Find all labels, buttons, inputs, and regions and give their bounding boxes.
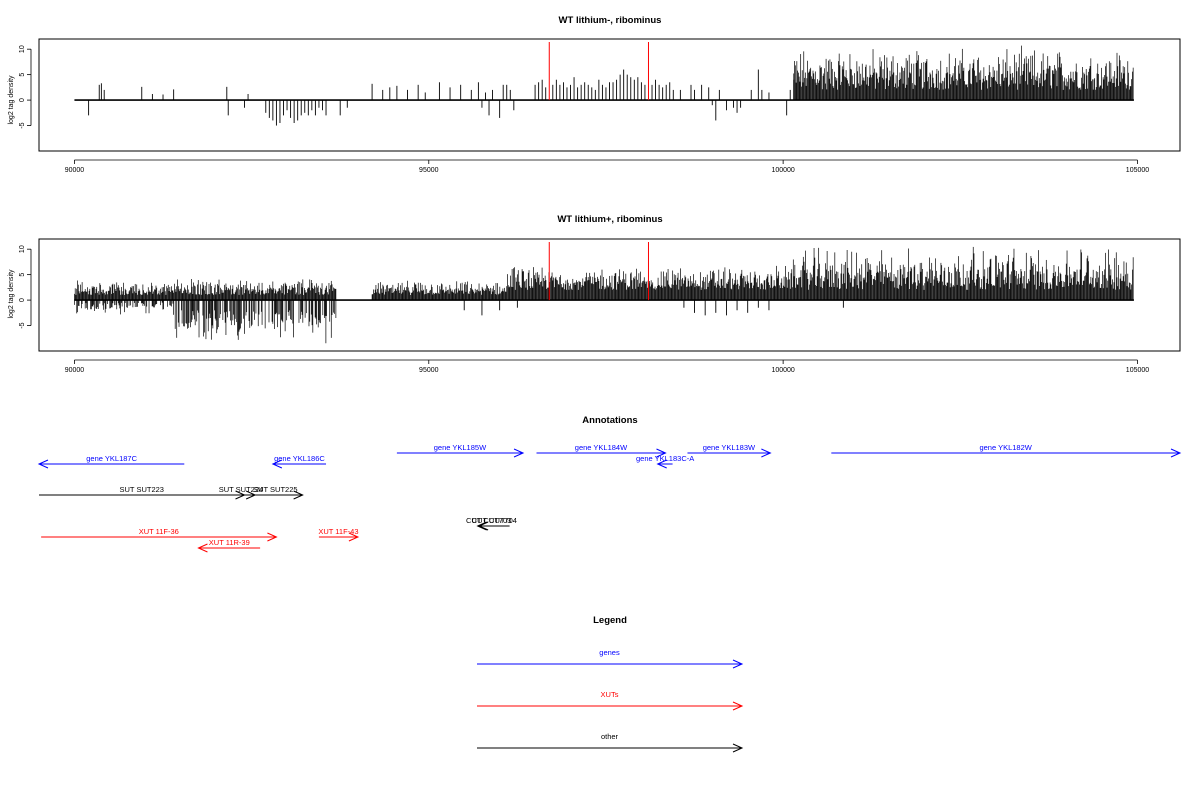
arrow-head — [477, 521, 489, 531]
arrow-head — [656, 459, 667, 469]
annotation-feature: gene YKL182W — [831, 443, 1182, 458]
annotation-feature: gene YKL183C-A — [636, 454, 694, 469]
annotation-feature: SUT SUT223 — [39, 485, 246, 500]
arrow-head — [267, 532, 278, 542]
x-tick-label: 105000 — [1126, 367, 1149, 374]
x-tick-label: 95000 — [419, 167, 439, 174]
feature-label: gene YKL183W — [703, 443, 756, 452]
x-tick-label: 100000 — [771, 167, 794, 174]
legend-label: genes — [599, 648, 620, 657]
feature-label: gene YKL183C-A — [636, 454, 694, 463]
arrow-head — [293, 490, 304, 500]
annotation-feature: gene YKL186C — [271, 454, 327, 469]
feature-label: gene YKL187C — [86, 454, 137, 463]
y-tick-label: 10 — [19, 245, 26, 253]
legend-item: XUTs — [477, 690, 744, 711]
feature-label: XUT 11F-36 — [139, 527, 179, 536]
feature-label: XUT 11F-43 — [318, 527, 358, 536]
y-tick-label: 0 — [19, 98, 26, 102]
legend-items: genes XUTs other — [477, 648, 744, 753]
track-panel-lithium-minus: WT lithium-, ribominus log2 tag density … — [8, 15, 1181, 174]
track-panel-lithium-plus: WT lithium+, ribominus log2 tag density … — [8, 214, 1181, 374]
legend-item: genes — [477, 648, 744, 669]
y-tick-label: 5 — [19, 73, 26, 77]
annotation-feature: SUT SUT225 — [248, 485, 304, 500]
annotations-panel: Annotations gene YKL187C gene YKL186Cgene… — [37, 415, 1182, 553]
feature-label: SUT SUT223 — [120, 485, 164, 494]
track-bars — [74, 242, 1134, 344]
feature-label: CUT CUT704 — [472, 516, 517, 525]
y-tick-label: -5 — [19, 122, 26, 128]
legend-title: Legend — [593, 615, 627, 626]
y-axis-label: log2 tag density — [8, 269, 15, 319]
arrow-head — [348, 532, 360, 542]
y-tick-label: 0 — [19, 298, 26, 302]
y-tick-label: -5 — [19, 322, 26, 328]
feature-label: gene YKL184W — [575, 443, 628, 452]
annotation-feature: XUT 11F-43 — [318, 527, 360, 542]
feature-label: CUT CUT703 — [466, 516, 511, 525]
legend-item: other — [477, 732, 744, 753]
annotation-feature: XUT 11R-39 — [197, 538, 261, 553]
legend-label: other — [601, 732, 619, 741]
track-title: WT lithium-, ribominus — [559, 15, 662, 26]
arrow-head — [197, 543, 208, 553]
annotation-feature: gene YKL187C — [37, 454, 185, 469]
annotation-feature: XUT 11F-36 — [41, 527, 278, 542]
y-tick-label: 10 — [19, 45, 26, 53]
arrow-head — [513, 448, 525, 458]
arrow-head — [656, 448, 667, 458]
plot-frame — [38, 238, 1181, 352]
feature-label: SUT SUT224 — [219, 485, 263, 494]
x-tick-label: 100000 — [771, 367, 794, 374]
x-tick-label: 90000 — [65, 367, 85, 374]
annotation-feature: gene YKL185W — [396, 443, 525, 458]
annotation-feature: CUT CUT704 — [472, 516, 517, 531]
arrow-head — [271, 459, 283, 469]
annotation-feature: gene YKL183W — [687, 443, 772, 458]
feature-label: SUT SUT225 — [253, 485, 297, 494]
x-tick-label: 90000 — [65, 167, 85, 174]
arrow-head — [37, 459, 49, 469]
track-bars — [74, 42, 1134, 126]
plot-frame — [38, 38, 1181, 152]
y-axis-label: log2 tag density — [8, 75, 15, 125]
feature-layer: gene YKL187C gene YKL186C gene YKL185W gene… — [37, 443, 1182, 553]
x-tick-label: 95000 — [419, 367, 439, 374]
feature-label: gene YKL186C — [274, 454, 325, 463]
arrow-head — [476, 521, 487, 531]
legend-label: XUTs — [601, 690, 619, 699]
feature-label: gene YKL185W — [434, 443, 487, 452]
y-tick-label: 5 — [19, 273, 26, 277]
annotation-feature: gene YKL184W — [536, 443, 667, 458]
arrow-head — [1170, 448, 1182, 458]
track-axes: -5 0 5 10 90000 95000 100000 105000 — [19, 245, 1149, 374]
legend-panel: Legend genes XUTs other — [477, 615, 744, 753]
arrow-head — [732, 701, 744, 711]
feature-label: gene YKL182W — [979, 443, 1032, 452]
arrow-head — [732, 659, 744, 669]
arrow-head — [732, 743, 744, 753]
track-title: WT lithium+, ribominus — [557, 214, 662, 225]
track-axes: -5 0 5 10 90000 95000 100000 105000 — [19, 45, 1149, 174]
annotations-title: Annotations — [582, 415, 637, 426]
x-tick-label: 105000 — [1126, 167, 1149, 174]
arrow-head — [761, 448, 772, 458]
feature-label: XUT 11R-39 — [209, 538, 250, 547]
